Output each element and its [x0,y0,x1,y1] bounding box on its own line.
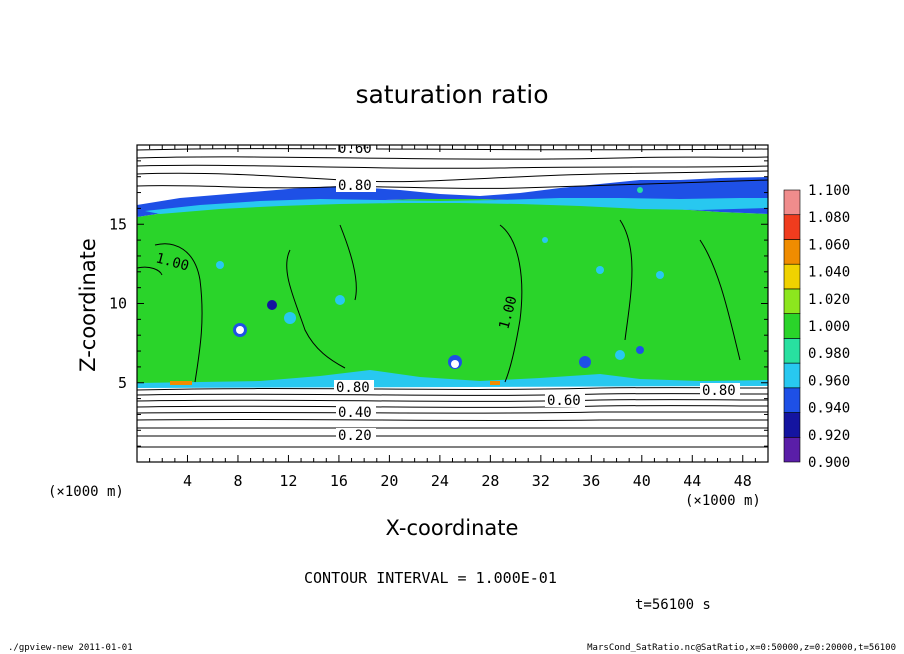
chart-title: saturation ratio [355,80,548,109]
colorbar-label: 0.980 [808,346,850,362]
x-tick-label: 12 [279,472,297,490]
colorbar-label: 0.920 [808,428,850,444]
colorbar-label: 1.080 [808,210,850,226]
y-tick-label: 15 [109,215,127,233]
colorbar-swatch [783,288,801,314]
contour-label: 0.60 [547,393,581,409]
contour-label: 0.80 [338,178,372,194]
contour-label: 0.60 [338,141,372,157]
colorbar-label: 0.960 [808,373,850,389]
colorbar-label: 1.100 [808,183,850,199]
colorbar-swatch [783,239,801,265]
contour-label: 0.80 [702,383,736,399]
plot-area: 0.60 0.80 1.00 0.80 0.60 0.80 0.40 0.20 … [137,141,768,462]
subsaturated-band-inner [145,198,768,214]
colorbar-label: 1.060 [808,237,850,253]
x-tick-label: 44 [683,472,701,490]
y-tick-label: 10 [109,295,127,313]
x-tick-label: 28 [481,472,499,490]
colorbar-label: 1.020 [808,292,850,308]
colorbar-label: 0.940 [808,401,850,417]
contour-label: 0.20 [338,428,372,444]
x-axis-ticks: 4 8 12 16 20 24 28 32 36 40 44 48 [149,145,756,490]
x-tick-label: 48 [734,472,752,490]
colorbar-swatch [783,313,801,339]
colorbar-label: 1.040 [808,265,850,281]
colorbar-swatch [783,387,801,413]
colorbar-swatch [783,214,801,240]
contour-label: 0.80 [336,380,370,396]
x-axis-label: X-coordinate [386,516,519,540]
x-tick-label: 4 [183,472,192,490]
x-tick-label: 36 [582,472,600,490]
footer-left: ./gpview-new 2011-01-01 [8,643,133,653]
y-axis-label: Z-coordinate [76,238,100,372]
x-tick-label: 32 [532,472,550,490]
colorbar: 0.900 0.920 0.940 0.960 0.980 1.000 1.020 1.040… [783,183,850,471]
subsaturated-band-top [137,177,768,217]
colorbar-label: 0.900 [808,455,850,471]
contour-label: 0.40 [338,405,372,421]
y-axis-ticks: 5 10 15 [109,160,768,447]
footer-right: MarsCond_SatRatio.nc@SatRatio,x=0:50000,… [587,643,896,653]
contour-interval: CONTOUR INTERVAL = 1.000E-01 [304,569,557,587]
x-unit-label: (×1000 m) [685,493,761,509]
colorbar-swatch [783,189,801,216]
x-tick-label: 24 [431,472,449,490]
z-unit-label: (×1000 m) [48,484,124,500]
colorbar-swatch [783,263,801,290]
colorbar-swatch [783,362,801,389]
saturated-region [137,199,768,385]
x-tick-label: 20 [380,472,398,490]
x-tick-label: 40 [633,472,651,490]
colorbar-swatch [783,436,801,463]
x-tick-label: 16 [330,472,348,490]
time-label: t=56100 s [635,597,711,613]
x-tick-label: 8 [233,472,242,490]
y-tick-label: 5 [118,374,127,392]
lower-boundary-band [137,370,768,388]
colorbar-label: 1.000 [808,319,850,335]
colorbar-swatch [783,412,801,438]
speckles [216,187,664,369]
contour-lines [137,148,768,448]
colorbar-swatch [783,338,801,364]
